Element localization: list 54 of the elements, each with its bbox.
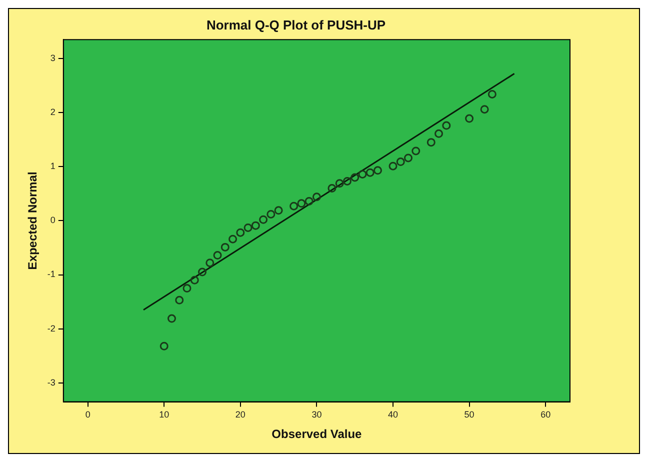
point xyxy=(244,223,252,232)
chart-title: Normal Q-Q Plot of PUSH-UP xyxy=(206,17,386,32)
point xyxy=(434,129,444,138)
point xyxy=(213,251,222,260)
point xyxy=(358,170,367,178)
point xyxy=(297,199,306,208)
point xyxy=(328,184,336,193)
x-tick-label: 50 xyxy=(464,410,474,420)
y-tick-label: 2 xyxy=(50,107,56,118)
point xyxy=(426,138,436,147)
point xyxy=(312,192,321,202)
point xyxy=(465,114,474,123)
x-tick-label: 20 xyxy=(235,410,246,420)
y-tick-label: -1 xyxy=(47,269,56,280)
point xyxy=(290,202,298,210)
point xyxy=(228,234,238,244)
point xyxy=(396,158,405,166)
x-tick-label: 0 xyxy=(85,410,90,420)
point xyxy=(266,210,276,218)
x-tick-label: 60 xyxy=(540,410,551,420)
point xyxy=(175,296,184,304)
point xyxy=(350,173,360,182)
point xyxy=(182,284,192,293)
x-axis-title: Observed Value xyxy=(272,427,362,442)
y-axis-title: Expected Normal xyxy=(26,172,40,270)
point xyxy=(160,342,168,350)
point xyxy=(274,206,283,215)
y-tick-label: 0 xyxy=(50,215,56,226)
point xyxy=(404,154,413,162)
x-tick-label: 10 xyxy=(159,410,170,420)
point xyxy=(304,196,314,206)
point xyxy=(412,146,420,156)
y-tick-label: -2 xyxy=(47,323,56,334)
point xyxy=(251,221,260,230)
y-tick-label: -3 xyxy=(47,377,56,388)
y-tick-label: 3 xyxy=(50,53,56,64)
point xyxy=(335,179,344,188)
point xyxy=(342,176,352,186)
point xyxy=(220,242,230,252)
point xyxy=(190,276,199,284)
x-tick-label: 30 xyxy=(312,410,322,420)
point xyxy=(442,121,451,130)
point xyxy=(373,166,382,175)
y-tick-label: 1 xyxy=(50,161,56,172)
x-tick-label: 40 xyxy=(388,410,398,420)
point xyxy=(480,105,489,114)
point xyxy=(388,162,398,170)
point xyxy=(488,90,496,98)
point xyxy=(167,314,176,323)
point xyxy=(366,168,374,177)
point xyxy=(259,215,268,224)
point xyxy=(236,228,245,237)
point xyxy=(206,258,214,268)
point xyxy=(198,268,207,276)
